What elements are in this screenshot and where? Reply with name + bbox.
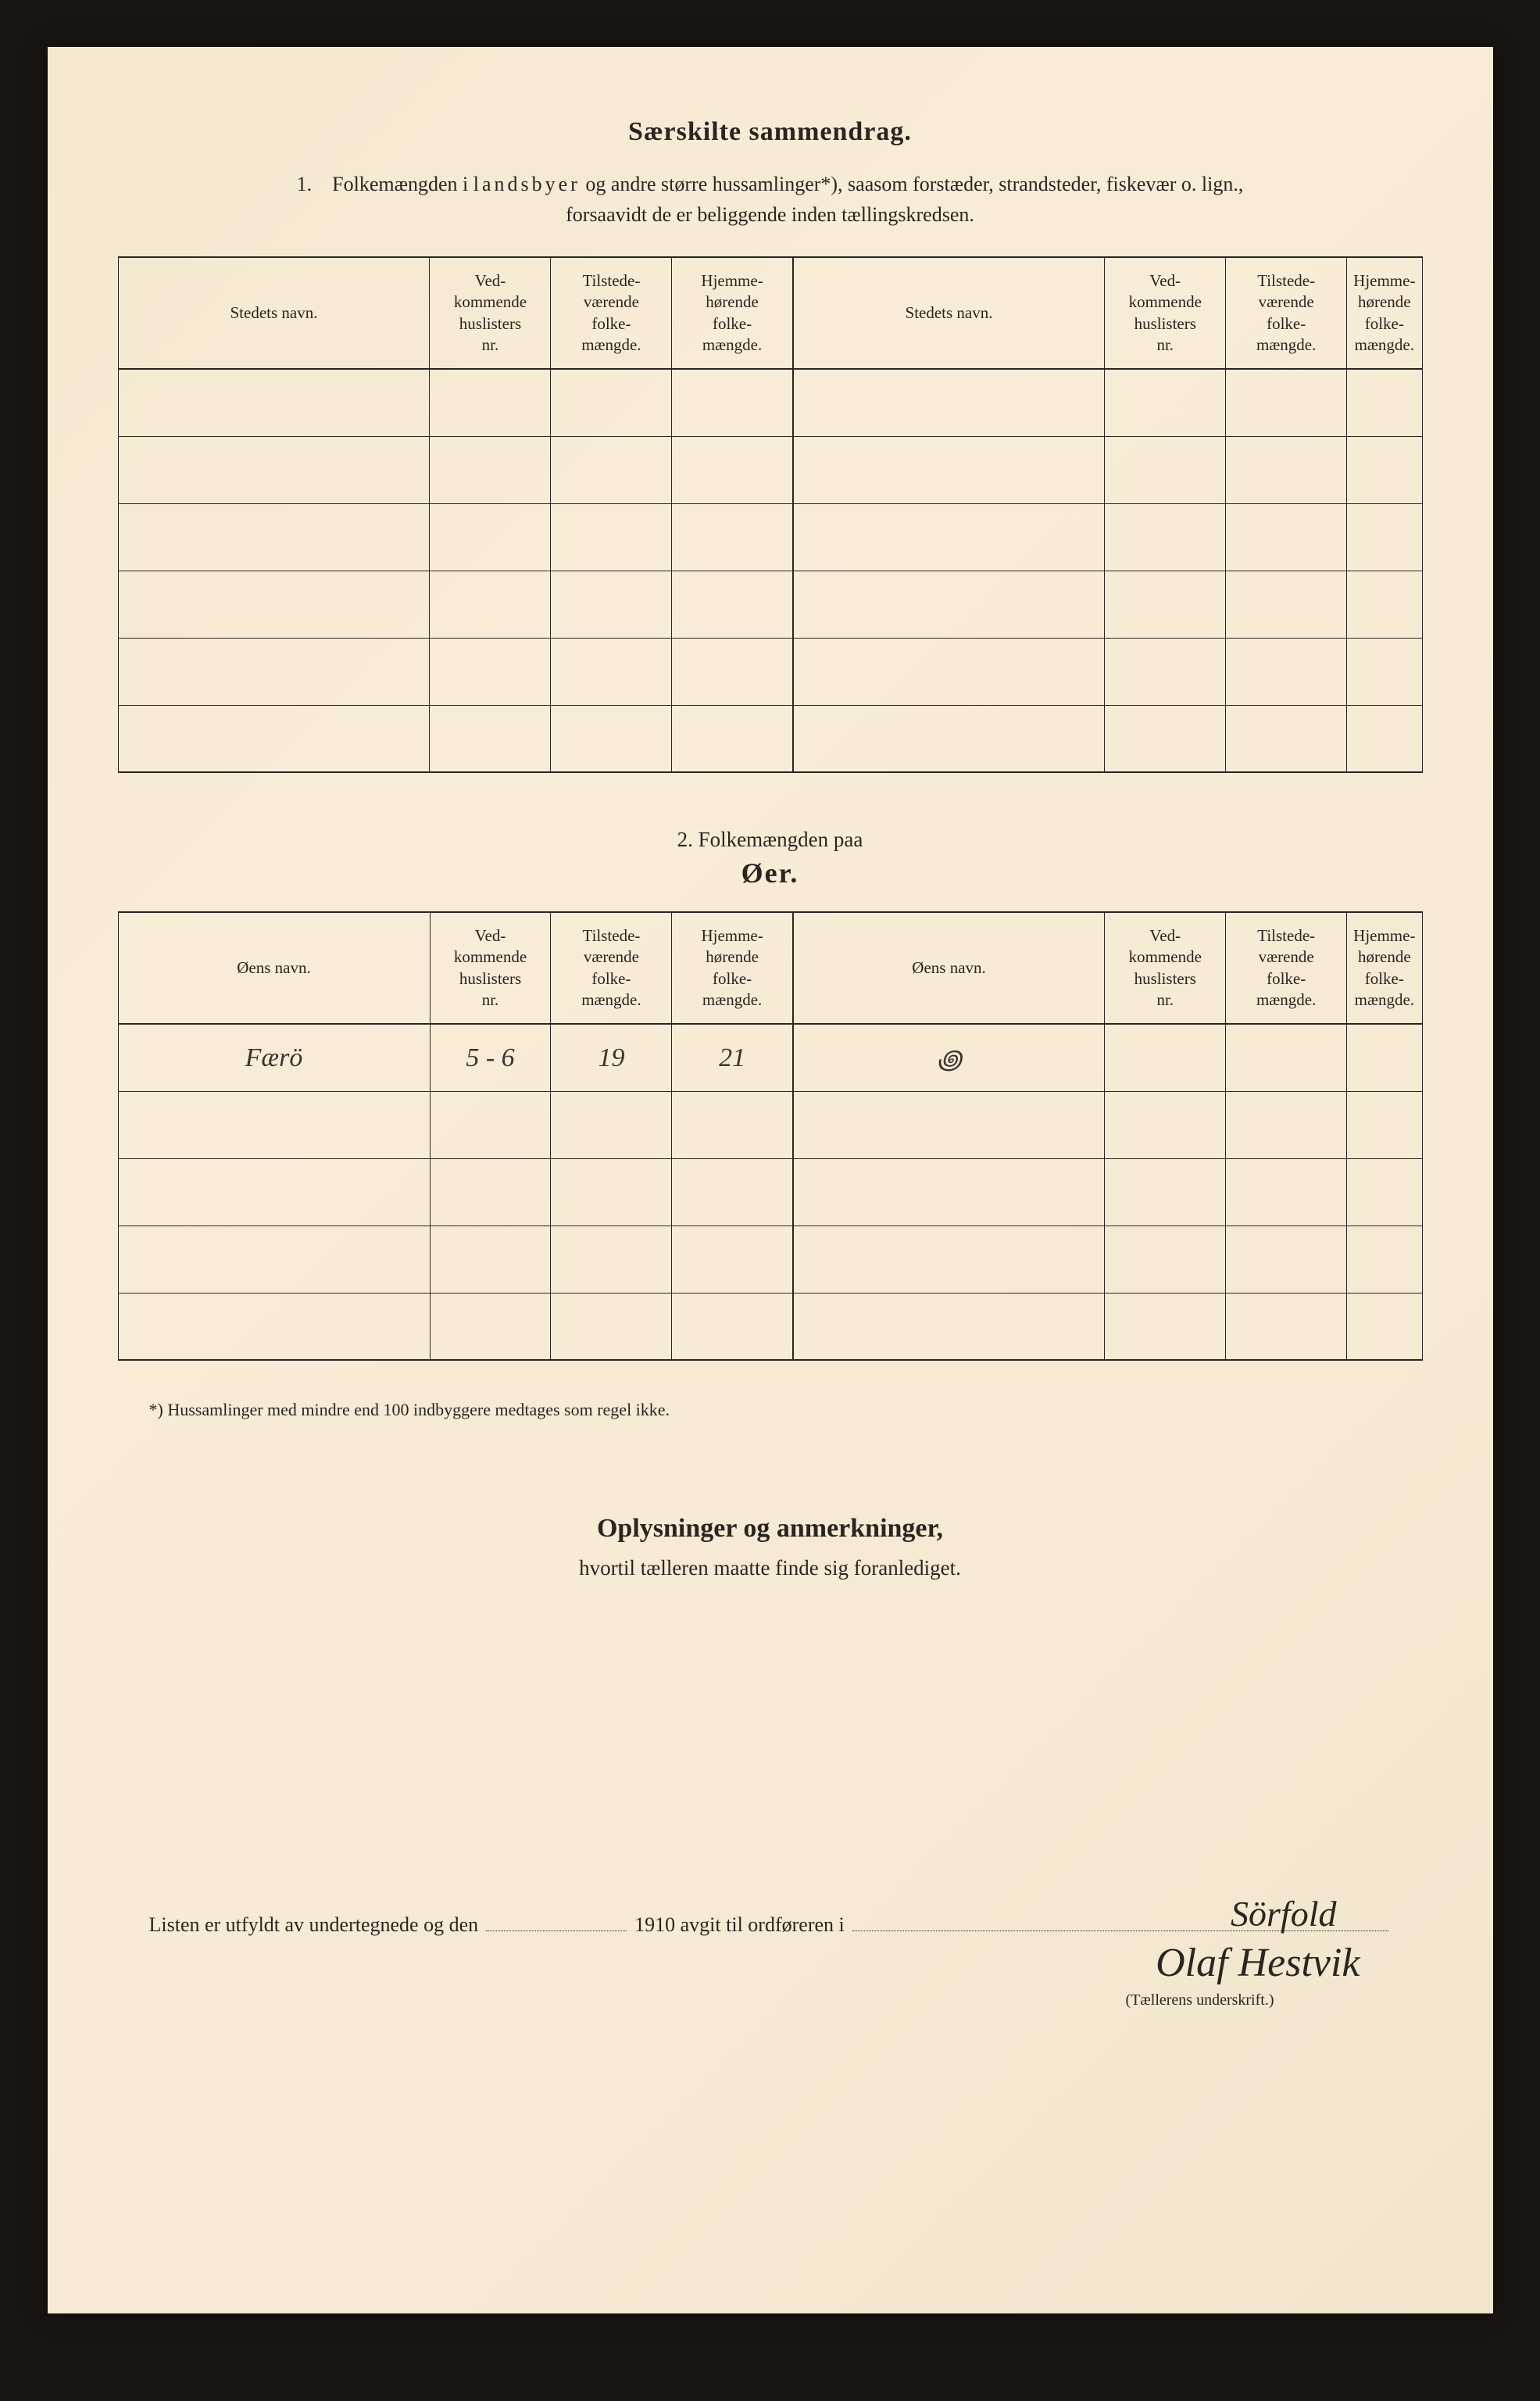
table-cell	[118, 1293, 430, 1360]
th-tilstede-4: Tilstede- værende folke- mængde.	[1226, 912, 1347, 1024]
table-cell	[672, 1293, 793, 1360]
table-cell	[1226, 1091, 1347, 1158]
th-tilstede-1: Tilstede- værende folke- mængde.	[551, 257, 672, 369]
signature-caption: (Tællerens underskrift.)	[149, 1991, 1392, 2009]
table-cell	[430, 1293, 551, 1360]
section2-title: Øer.	[118, 857, 1423, 889]
table-cell	[1226, 1226, 1347, 1293]
section1-title: Særskilte sammendrag.	[118, 117, 1423, 147]
table-row	[118, 1226, 1422, 1293]
th-hjemme-2: Hjemme- hørende folke- mængde.	[1347, 257, 1422, 369]
th-vedkommende-3: Ved- kommende huslisters nr.	[430, 912, 551, 1024]
table-row	[118, 1091, 1422, 1158]
section1-intro: 1. Folkemængden i landsbyer og andre stø…	[118, 169, 1423, 230]
sig-text-a: Listen er utfyldt av undertegnede og den	[149, 1913, 479, 1937]
table-row	[118, 638, 1422, 705]
table2-body: Færö5 - 61921꩜	[118, 1024, 1422, 1360]
table-row	[118, 705, 1422, 772]
table-cell	[1347, 1158, 1422, 1226]
intro-b: og andre større hussamlinger*), saasom f…	[581, 173, 1244, 195]
section3-subtitle: hvortil tælleren maatte finde sig foranl…	[118, 1556, 1423, 1580]
table-cell	[430, 1226, 551, 1293]
table-cell	[793, 1293, 1105, 1360]
table-landsbyer: Stedets navn. Ved- kommende huslisters n…	[118, 256, 1423, 773]
intro-a: Folkemængden i	[332, 173, 473, 195]
th-oens-navn-1: Øens navn.	[118, 912, 430, 1024]
census-form-page: Særskilte sammendrag. 1. Folkemængden i …	[48, 47, 1493, 2313]
table-cell	[430, 1091, 551, 1158]
table-cell	[1226, 1158, 1347, 1226]
table-cell	[551, 1293, 672, 1360]
table-cell	[672, 1091, 793, 1158]
table-cell	[551, 1091, 672, 1158]
th-oens-navn-2: Øens navn.	[793, 912, 1105, 1024]
th-vedkommende-1: Ved- kommende huslisters nr.	[430, 257, 551, 369]
table-row: Færö5 - 61921꩜	[118, 1024, 1422, 1091]
table-cell	[793, 1158, 1105, 1226]
table-cell	[551, 1158, 672, 1226]
signature-line: Listen er utfyldt av undertegnede og den…	[149, 1909, 1392, 1937]
table-cell	[1105, 1091, 1226, 1158]
table-cell	[118, 1158, 430, 1226]
table-cell: Færö	[118, 1024, 430, 1091]
th-tilstede-2: Tilstede- værende folke- mængde.	[1226, 257, 1347, 369]
footnote: *) Hussamlinger med mindre end 100 indby…	[149, 1400, 1423, 1420]
section3-title: Oplysninger og anmerkninger,	[118, 1514, 1423, 1544]
table-row	[118, 1293, 1422, 1360]
table-cell	[1105, 1158, 1226, 1226]
table-cell	[430, 1158, 551, 1226]
table-cell	[1347, 1293, 1422, 1360]
table-cell	[1226, 1293, 1347, 1360]
table-row	[118, 503, 1422, 571]
table-cell: ꩜	[793, 1024, 1105, 1091]
table-cell	[793, 1091, 1105, 1158]
table-cell: 19	[551, 1024, 672, 1091]
th-tilstede-3: Tilstede- værende folke- mængde.	[551, 912, 672, 1024]
table-cell	[1347, 1226, 1422, 1293]
intro-num: 1.	[297, 173, 313, 195]
handwritten-place: Sörfold	[1231, 1893, 1336, 1934]
th-stedets-navn-1: Stedets navn.	[118, 257, 430, 369]
table-cell: 21	[672, 1024, 793, 1091]
th-vedkommende-4: Ved- kommende huslisters nr.	[1105, 912, 1226, 1024]
th-hjemme-4: Hjemme- hørende folke- mængde.	[1347, 912, 1422, 1024]
table-row	[118, 369, 1422, 436]
table-cell	[672, 1158, 793, 1226]
section2-prefix: 2. Folkemængden paa	[118, 828, 1423, 852]
table-cell	[793, 1226, 1105, 1293]
intro-spaced: landsbyer	[473, 173, 581, 195]
table-row	[118, 571, 1422, 638]
table-cell	[1105, 1226, 1226, 1293]
table-cell	[118, 1226, 430, 1293]
th-hjemme-1: Hjemme- hørende folke- mængde.	[672, 257, 793, 369]
table-cell	[1347, 1091, 1422, 1158]
sig-text-b: 1910 avgit til ordføreren i	[634, 1913, 845, 1937]
table-cell	[1105, 1293, 1226, 1360]
table1-body	[118, 369, 1422, 772]
table-cell	[118, 1091, 430, 1158]
dotted-date	[486, 1909, 627, 1931]
table-row	[118, 1158, 1422, 1226]
th-hjemme-3: Hjemme- hørende folke- mængde.	[672, 912, 793, 1024]
signature-block: Listen er utfyldt av undertegnede og den…	[118, 1909, 1423, 2009]
table-cell	[1226, 1024, 1347, 1091]
table-row	[118, 436, 1422, 503]
table-cell	[1347, 1024, 1422, 1091]
intro-c: forsaavidt de er beliggende inden tællin…	[566, 203, 974, 226]
table-cell	[1105, 1024, 1226, 1091]
th-vedkommende-2: Ved- kommende huslisters nr.	[1105, 257, 1226, 369]
table-oer: Øens navn. Ved- kommende huslisters nr. …	[118, 911, 1423, 1361]
table-cell	[672, 1226, 793, 1293]
table-cell	[551, 1226, 672, 1293]
th-stedets-navn-2: Stedets navn.	[793, 257, 1105, 369]
table-cell: 5 - 6	[430, 1024, 551, 1091]
handwritten-signature: Olaf Hestvik	[1156, 1940, 1360, 1986]
